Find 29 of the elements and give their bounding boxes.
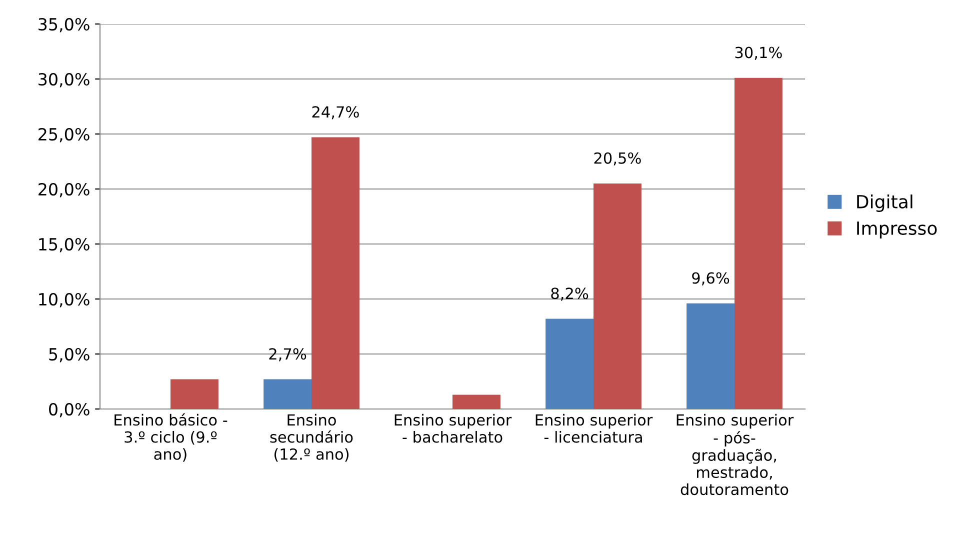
- bar: [312, 137, 360, 409]
- y-tick-label: 5,0%: [49, 348, 90, 362]
- bar: [546, 318, 594, 409]
- data-label: 24,7%: [312, 106, 359, 120]
- bar: [170, 379, 218, 409]
- y-tick-label: 25,0%: [38, 128, 90, 142]
- bar: [452, 394, 500, 409]
- legend-label: Digital: [857, 194, 912, 212]
- y-tick-label: 10,0%: [39, 292, 90, 308]
- y-tick-label: 0,0%: [49, 402, 90, 418]
- data-label: 2,7%: [269, 348, 306, 362]
- x-tick-label: Ensino superior - licenciatura: [536, 414, 653, 443]
- x-tick-label: Ensino básico - 3.º ciclo (9.º ano): [114, 413, 228, 462]
- bar: [594, 184, 642, 409]
- data-label: 20,5%: [594, 152, 641, 166]
- y-tick-label: 30,0%: [38, 72, 90, 88]
- legend-label: Impresso: [857, 222, 937, 238]
- x-tick-label: Ensino superior - bacharelato: [394, 414, 512, 443]
- x-tick-label: Ensino secundário (12.º ano): [270, 414, 353, 462]
- bar: [686, 303, 734, 409]
- y-tick-label: 20,0%: [38, 182, 90, 198]
- y-tick-label: 35,0%: [38, 18, 90, 32]
- data-label: 8,2%: [551, 288, 588, 301]
- bar: [734, 78, 782, 409]
- y-tick-label: 15,0%: [39, 238, 90, 252]
- data-label: 9,6%: [692, 272, 730, 286]
- bar: [264, 379, 312, 409]
- x-tick-label: Ensino superior - pós- graduação, mestrado, doutoramento: [676, 414, 794, 496]
- data-label: 30,1%: [735, 46, 782, 60]
